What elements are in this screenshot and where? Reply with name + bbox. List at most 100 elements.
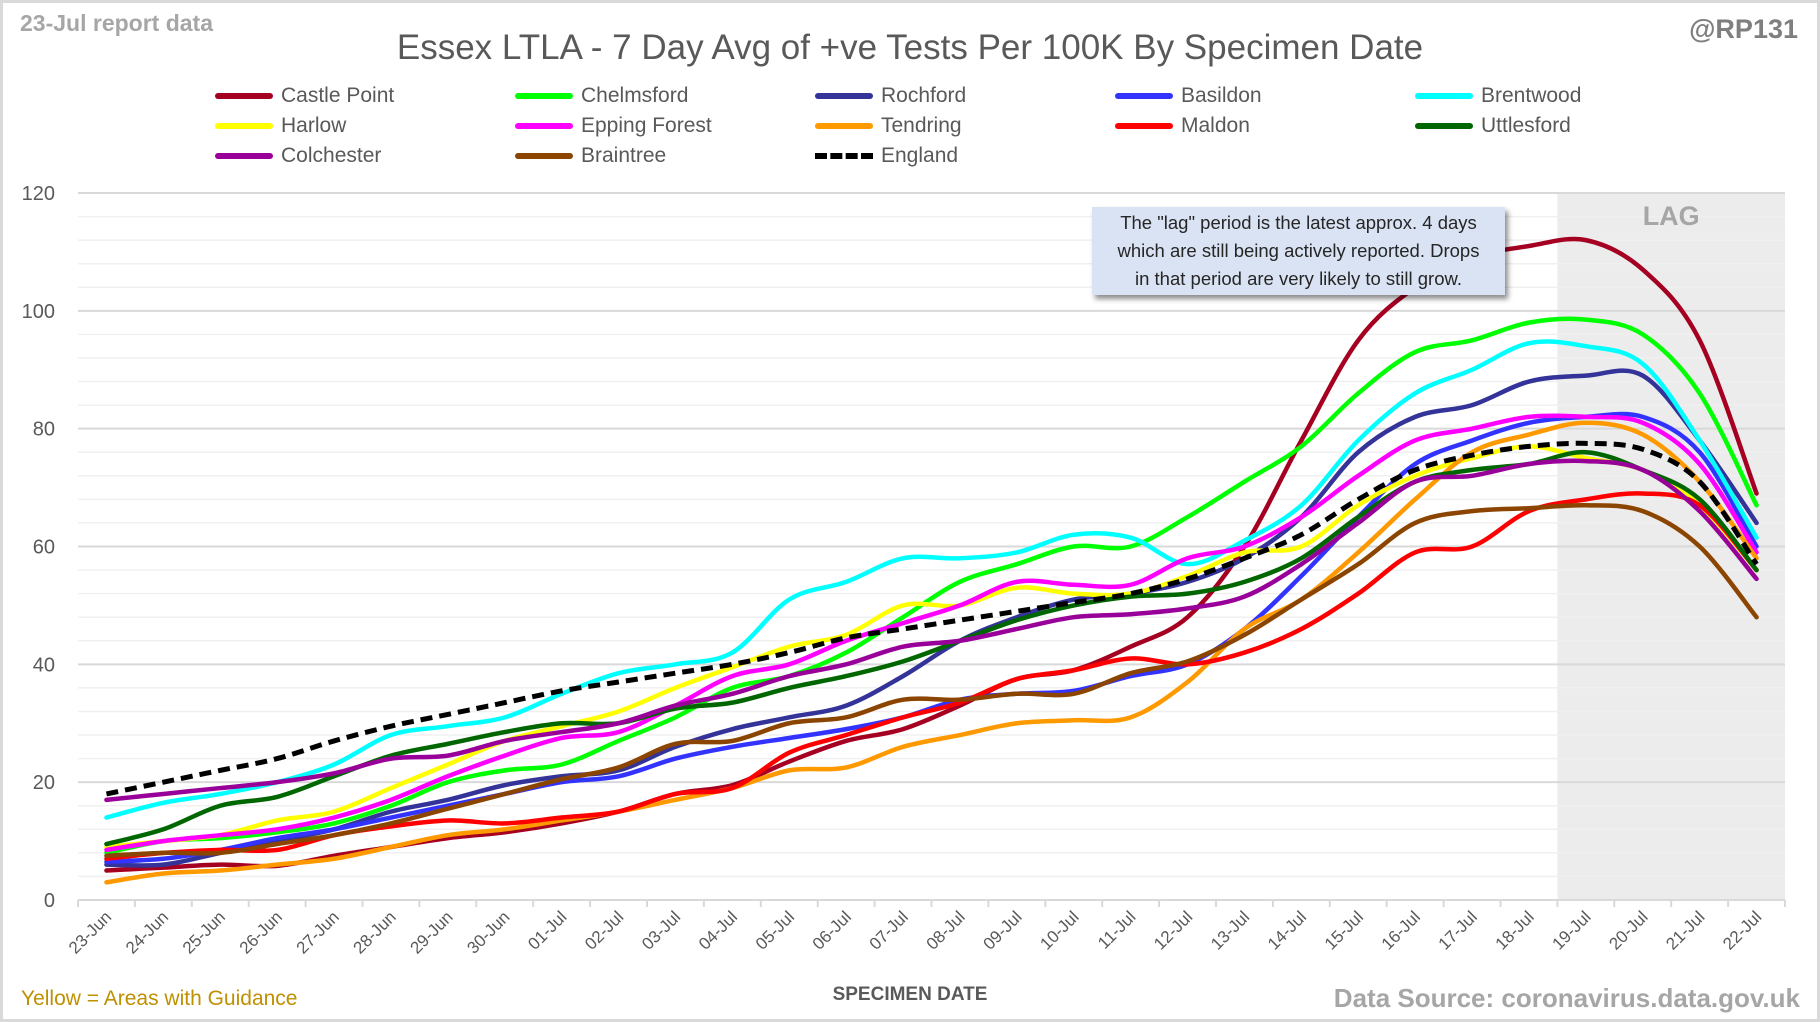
x-tick-label: 11-Jul xyxy=(1094,907,1139,952)
legend-label: Castle Point xyxy=(281,84,395,107)
legend-swatch xyxy=(1115,123,1173,129)
data-source: Data Source: coronavirus.data.gov.uk xyxy=(1333,983,1800,1013)
x-tick-label: 22-Jul xyxy=(1719,907,1765,953)
legend-item: Rochford xyxy=(815,84,966,108)
y-tick-label: 80 xyxy=(33,419,55,441)
x-tick-label: 03-Jul xyxy=(638,907,684,953)
x-tick-label: 27-Jun xyxy=(293,907,343,957)
y-tick-label: 0 xyxy=(44,890,55,912)
x-tick-label: 29-Jun xyxy=(406,907,456,957)
legend-label: Epping Forest xyxy=(581,114,712,137)
legend-label: Brentwood xyxy=(1481,84,1582,107)
legend-item: Maldon xyxy=(1115,114,1250,138)
y-tick-label: 120 xyxy=(22,183,55,205)
chart-title: Essex LTLA - 7 Day Avg of +ve Tests Per … xyxy=(396,28,1424,67)
x-tick-label: 01-Jul xyxy=(524,907,570,953)
legend-item: Castle Point xyxy=(215,84,394,108)
x-tick-label: 19-Jul xyxy=(1548,907,1594,953)
legend-label: Colchester xyxy=(281,144,382,167)
legend-label: England xyxy=(881,144,959,167)
legend-item: Colchester xyxy=(215,144,381,168)
y-tick-label: 60 xyxy=(33,537,55,559)
legend-swatch xyxy=(515,153,573,159)
series-line-uttlesford xyxy=(104,449,1759,847)
legend-label: Tendring xyxy=(881,114,962,137)
series-line-harlow xyxy=(104,444,1759,850)
report-date-label: 23-Jul report data xyxy=(20,10,213,36)
legend-swatch xyxy=(215,153,273,159)
x-tick-label: 08-Jul xyxy=(923,907,969,953)
x-tick-label: 23-Jun xyxy=(65,907,115,957)
legend-swatch xyxy=(815,123,873,129)
y-tick-label: 100 xyxy=(22,301,55,323)
legend-label: Harlow xyxy=(281,114,347,137)
x-tick-label: 20-Jul xyxy=(1605,907,1651,953)
legend-item: Brentwood xyxy=(1415,84,1581,108)
legend-swatch xyxy=(815,153,873,159)
x-tick-label: 14-Jul xyxy=(1264,907,1310,953)
legend-item: Tendring xyxy=(815,114,962,138)
legend-swatch xyxy=(215,123,273,129)
series-line-basildon xyxy=(104,411,1759,864)
legend-label: Braintree xyxy=(581,144,667,167)
x-axis-title: SPECIMEN DATE xyxy=(832,984,988,1005)
series-line-maldon xyxy=(104,491,1759,862)
y-tick-label: 40 xyxy=(33,654,55,676)
legend-label: Chelmsford xyxy=(581,84,689,107)
author-handle: @RP131 xyxy=(1689,14,1798,44)
y-tick-label: 20 xyxy=(33,772,55,794)
legend-item: England xyxy=(815,144,958,168)
x-tick-label: 17-Jul xyxy=(1435,907,1481,953)
x-tick-label: 09-Jul xyxy=(979,907,1025,953)
legend-item: Harlow xyxy=(215,114,346,138)
legend-item: Chelmsford xyxy=(515,84,688,108)
x-tick-label: 13-Jul xyxy=(1207,907,1253,953)
x-tick-label: 07-Jul xyxy=(866,907,912,953)
legend-swatch xyxy=(515,123,573,129)
x-tick-label: 24-Jun xyxy=(122,907,172,957)
x-tick-label: 10-Jul xyxy=(1036,907,1082,953)
lag-annotation-line: The "lag" period is the latest approx. 4… xyxy=(1120,212,1477,233)
legend-item: Basildon xyxy=(1115,84,1262,108)
legend-swatch xyxy=(815,93,873,99)
legend-label: Uttlesford xyxy=(1481,114,1571,137)
legend-swatch xyxy=(1115,93,1173,99)
lag-annotation-line: which are still being actively reported.… xyxy=(1117,240,1480,261)
legend-label: Basildon xyxy=(1181,84,1262,107)
x-tick-label: 28-Jun xyxy=(350,907,400,957)
series-line-braintree xyxy=(104,502,1759,859)
series-line-epping-forest xyxy=(104,413,1759,853)
x-tick-label: 26-Jun xyxy=(236,907,286,957)
x-tick-label: 30-Jun xyxy=(463,907,513,957)
x-tick-label: 16-Jul xyxy=(1378,907,1424,953)
series-line-rochford xyxy=(104,368,1759,868)
legend-label: Maldon xyxy=(1181,114,1250,137)
lag-annotation: The "lag" period is the latest approx. 4… xyxy=(1092,207,1505,295)
x-tick-label: 05-Jul xyxy=(752,907,798,953)
legend-item: Uttlesford xyxy=(1415,114,1571,138)
series-line-tendring xyxy=(104,420,1759,885)
x-tick-label: 15-Jul xyxy=(1321,907,1367,953)
x-tick-label: 02-Jul xyxy=(581,907,627,953)
lag-label: LAG xyxy=(1643,201,1700,231)
x-tick-label: 04-Jul xyxy=(695,907,741,953)
legend-item: Braintree xyxy=(515,144,666,168)
legend-label: Rochford xyxy=(881,84,967,107)
legend-swatch xyxy=(1415,123,1473,129)
lag-annotation-line: in that period are very likely to still … xyxy=(1135,268,1462,289)
legend-swatch xyxy=(215,93,273,99)
x-tick-label: 18-Jul xyxy=(1492,907,1538,953)
series-line-england xyxy=(105,440,1759,797)
series-line-chelmsford xyxy=(104,316,1759,856)
x-tick-label: 25-Jun xyxy=(179,907,229,957)
series-line-brentwood xyxy=(104,339,1759,820)
x-tick-label: 12-Jul xyxy=(1150,907,1196,953)
guidance-note: Yellow = Areas with Guidance xyxy=(21,987,298,1010)
series-line-colchester xyxy=(104,458,1759,803)
legend-swatch xyxy=(1415,93,1473,99)
x-tick-label: 21-Jul xyxy=(1662,907,1708,953)
legend-swatch xyxy=(515,93,573,99)
legend-item: Epping Forest xyxy=(515,114,712,138)
